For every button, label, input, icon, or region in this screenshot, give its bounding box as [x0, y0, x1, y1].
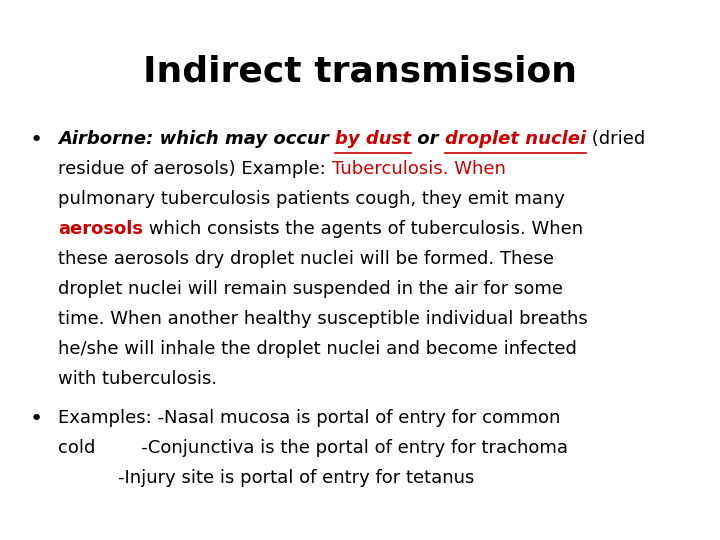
Text: droplet nuclei will remain suspended in the air for some: droplet nuclei will remain suspended in …: [58, 280, 563, 298]
Text: residue of aerosols) Example:: residue of aerosols) Example:: [58, 160, 331, 178]
Text: •: •: [30, 409, 43, 429]
Text: with tuberculosis.: with tuberculosis.: [58, 370, 217, 388]
Text: by dust: by dust: [335, 130, 411, 148]
Text: he/she will inhale the droplet nuclei and become infected: he/she will inhale the droplet nuclei an…: [58, 340, 577, 358]
Text: Tuberculosis. When: Tuberculosis. When: [331, 160, 505, 178]
Text: -Injury site is portal of entry for tetanus: -Injury site is portal of entry for teta…: [118, 469, 474, 487]
Text: •: •: [30, 130, 43, 150]
Text: pulmonary tuberculosis patients cough, they emit many: pulmonary tuberculosis patients cough, t…: [58, 190, 565, 208]
Text: these aerosols dry droplet nuclei will be formed. These: these aerosols dry droplet nuclei will b…: [58, 250, 554, 268]
Text: time. When another healthy susceptible individual breaths: time. When another healthy susceptible i…: [58, 310, 588, 328]
Text: or: or: [411, 130, 445, 148]
Text: Airborne: which may occur: Airborne: which may occur: [58, 130, 335, 148]
Text: Examples: -Nasal mucosa is portal of entry for common: Examples: -Nasal mucosa is portal of ent…: [58, 409, 560, 427]
Text: cold        -Conjunctiva is the portal of entry for trachoma: cold -Conjunctiva is the portal of entry…: [58, 439, 568, 457]
Text: droplet nuclei: droplet nuclei: [445, 130, 586, 148]
Text: aerosols: aerosols: [58, 220, 143, 238]
Text: Indirect transmission: Indirect transmission: [143, 55, 577, 89]
Text: (dried: (dried: [586, 130, 645, 148]
Text: which consists the agents of tuberculosis. When: which consists the agents of tuberculosi…: [143, 220, 583, 238]
